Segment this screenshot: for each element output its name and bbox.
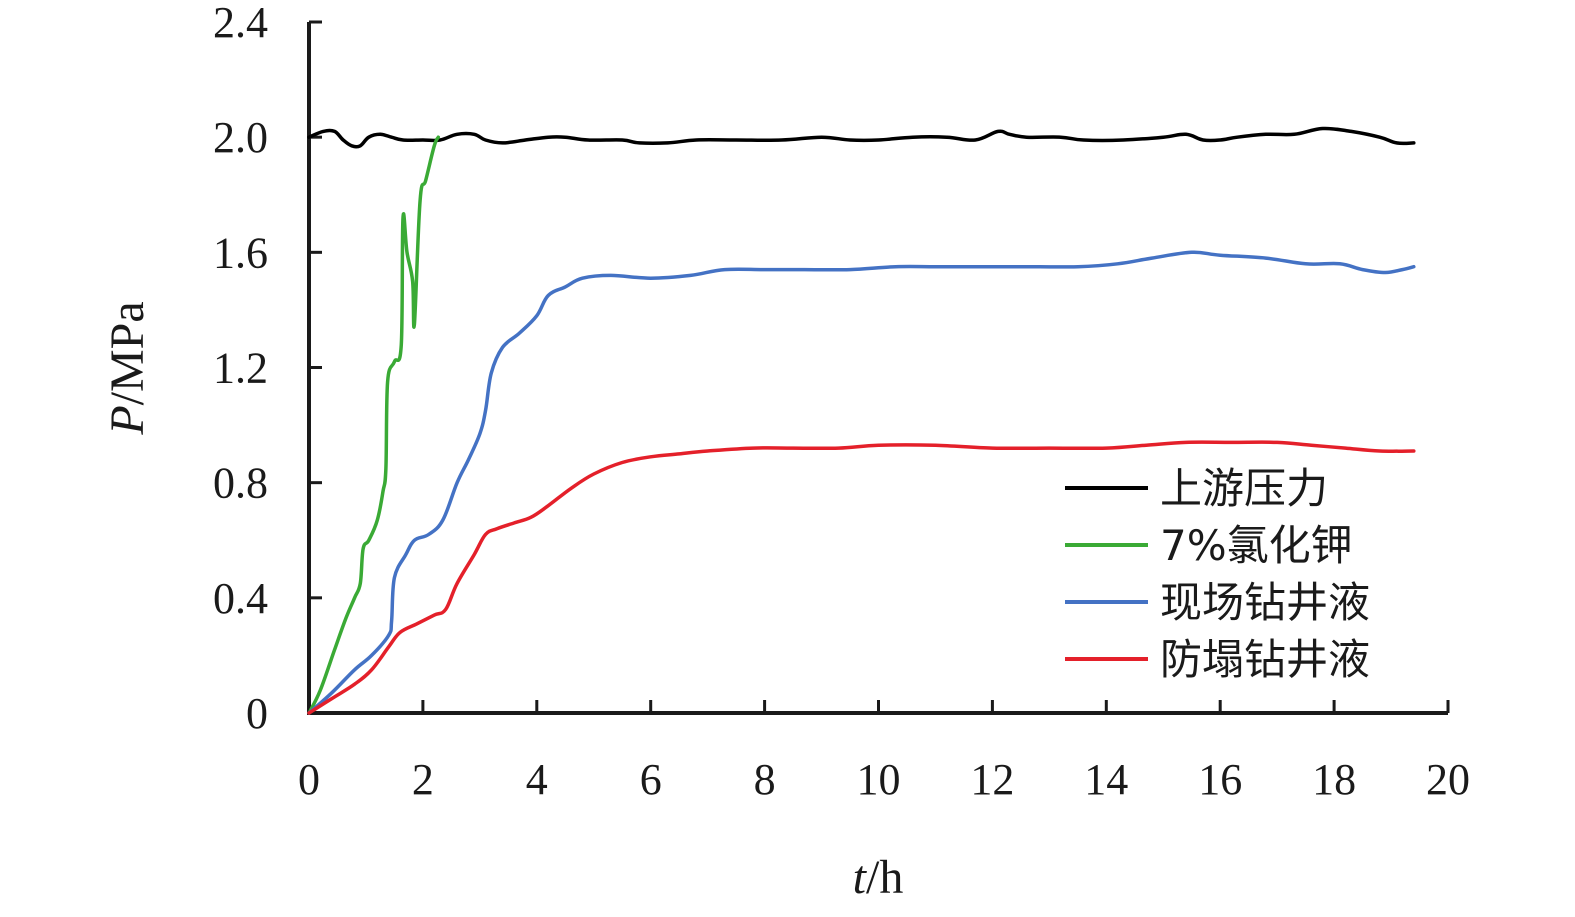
y-axis-label-unit: /MPa xyxy=(101,301,154,405)
y-tick-label: 1.6 xyxy=(213,228,268,277)
x-tick-label: 4 xyxy=(526,755,548,804)
legend-label: 现场钻井液 xyxy=(1160,578,1370,627)
series-line-kcl xyxy=(307,135,441,715)
x-axis-label-unit: /h xyxy=(866,851,903,904)
y-tick-label: 0.8 xyxy=(213,459,268,508)
legend-label: 防塌钻井液 xyxy=(1160,635,1370,684)
x-tick-label: 20 xyxy=(1426,755,1470,804)
y-tick-label: 2.0 xyxy=(213,113,268,162)
x-axis-label: t/h xyxy=(853,851,904,904)
series-layer xyxy=(307,126,1416,715)
x-tick-label: 12 xyxy=(970,755,1014,804)
series-line-field-fluid xyxy=(307,250,1416,715)
y-tick-label: 0 xyxy=(246,689,268,738)
series-line-anti-collapse-fluid xyxy=(307,440,1416,715)
legend-item-field-fluid: 现场钻井液 xyxy=(1065,578,1370,627)
x-tick-label: 8 xyxy=(754,755,776,804)
x-tick-label: 14 xyxy=(1084,755,1128,804)
legend-label: 7%氯化钾 xyxy=(1160,521,1353,570)
y-tick-label: 1.2 xyxy=(213,344,268,393)
legend-item-anti-collapse-fluid: 防塌钻井液 xyxy=(1065,635,1370,684)
series-line-upstream-pressure xyxy=(307,126,1416,149)
legend-item-kcl: 7%氯化钾 xyxy=(1065,521,1353,570)
x-tick-label: 10 xyxy=(857,755,901,804)
x-axis-ticks: 0 2 4 6 8 10 12 14 16 18 20 xyxy=(298,700,1470,804)
y-axis-label: P/MPa xyxy=(101,301,154,435)
y-tick-label: 2.4 xyxy=(213,0,268,47)
legend-item-upstream-pressure: 上游压力 xyxy=(1065,464,1328,513)
y-axis-ticks: 0 0.4 0.8 1.2 1.6 2.0 2.4 xyxy=(213,0,322,738)
x-axis-label-var: t xyxy=(853,851,868,904)
x-tick-label: 18 xyxy=(1312,755,1356,804)
legend-label: 上游压力 xyxy=(1160,464,1328,513)
y-tick-label: 0.4 xyxy=(213,574,268,623)
x-tick-label: 16 xyxy=(1198,755,1242,804)
y-axis-label-var: P xyxy=(101,405,154,435)
x-tick-label: 2 xyxy=(412,755,434,804)
x-tick-label: 0 xyxy=(298,755,320,804)
x-tick-label: 6 xyxy=(640,755,662,804)
